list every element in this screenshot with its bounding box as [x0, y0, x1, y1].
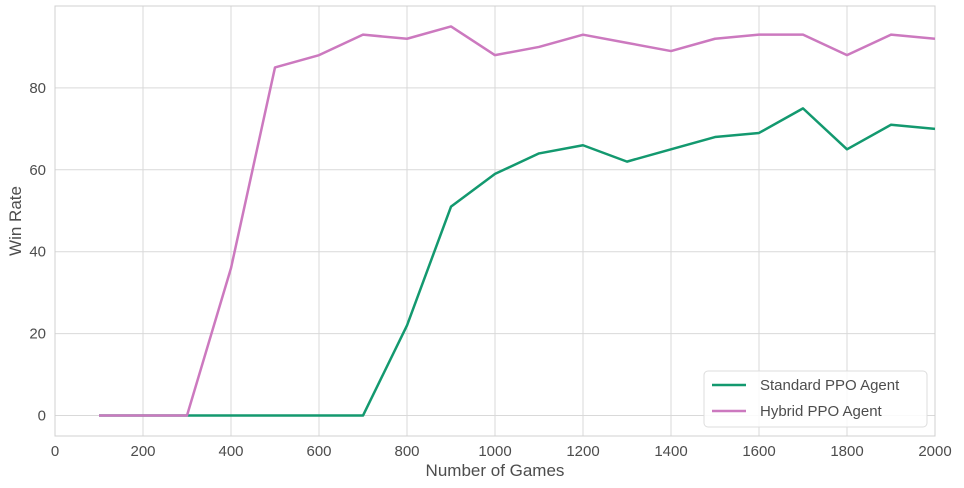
- x-tick-label: 0: [51, 443, 59, 460]
- legend-box: [703, 370, 928, 428]
- x-tick-label: 2000: [918, 443, 951, 460]
- x-tick-label: 400: [218, 443, 243, 460]
- y-axis-label: Win Rate: [6, 186, 25, 256]
- series-line-hybrid-ppo: [99, 25, 935, 417]
- legend: Standard PPO Agent Hybrid PPO Agent: [703, 370, 928, 428]
- x-tick-label: 1600: [742, 443, 775, 460]
- series-lines: [99, 25, 935, 417]
- tick-labels: 0 200 400 600 800 1000 1200 1400 1600 1800 2000 0 20…: [29, 80, 951, 460]
- x-tick-label: 1400: [654, 443, 687, 460]
- x-tick-label: 200: [130, 443, 155, 460]
- series-line-standard-ppo: [99, 107, 935, 417]
- x-axis-label: Number of Games: [426, 461, 565, 480]
- y-tick-label: 0: [38, 408, 46, 425]
- x-tick-label: 1200: [566, 443, 599, 460]
- y-tick-label: 80: [29, 80, 46, 97]
- legend-label: Hybrid PPO Agent: [760, 403, 883, 420]
- x-tick-label: 1000: [478, 443, 511, 460]
- x-tick-label: 600: [306, 443, 331, 460]
- plot-frame: [54, 5, 936, 437]
- y-tick-label: 20: [29, 326, 46, 343]
- x-tick-label: 1800: [830, 443, 863, 460]
- y-tick-label: 40: [29, 244, 46, 261]
- legend-label: Standard PPO Agent: [760, 377, 900, 394]
- x-tick-label: 800: [394, 443, 419, 460]
- y-tick-label: 60: [29, 162, 46, 179]
